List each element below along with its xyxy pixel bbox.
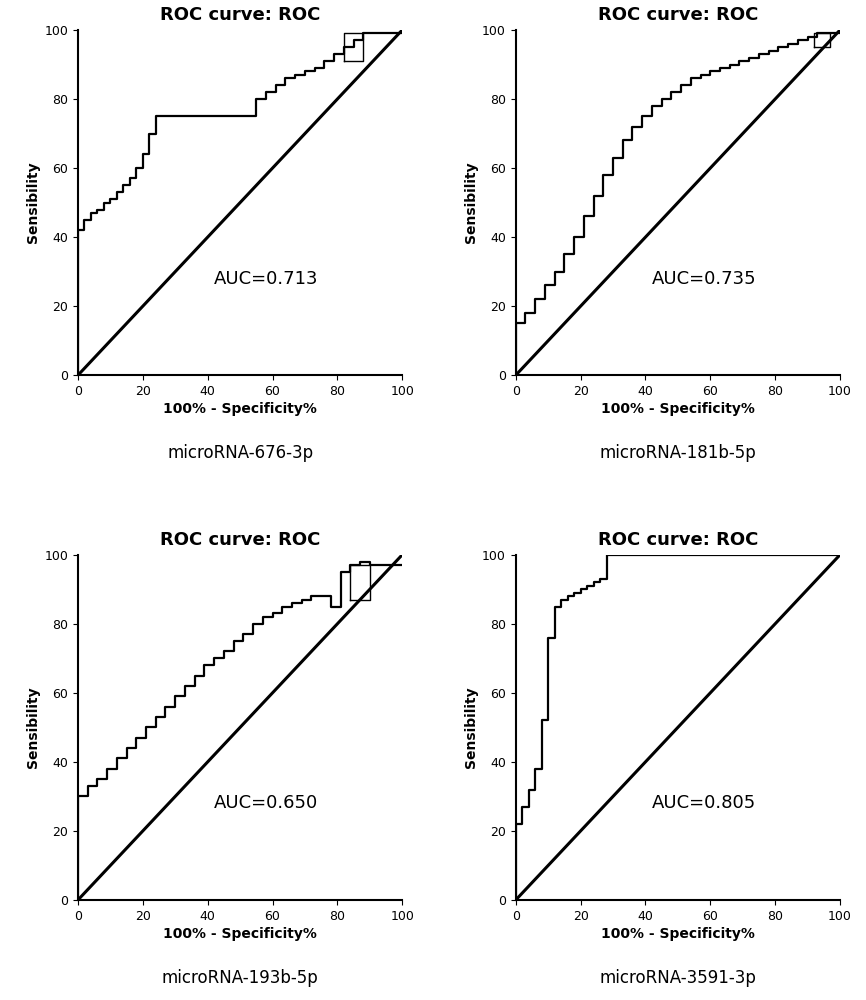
- Text: AUC=0.713: AUC=0.713: [214, 270, 319, 288]
- Y-axis label: Sensibility: Sensibility: [464, 687, 478, 768]
- Title: ROC curve: ROC: ROC curve: ROC: [598, 531, 758, 549]
- X-axis label: 100% - Specificity%: 100% - Specificity%: [163, 927, 317, 941]
- X-axis label: 100% - Specificity%: 100% - Specificity%: [163, 402, 317, 416]
- Text: microRNA-181b-5p: microRNA-181b-5p: [599, 444, 756, 462]
- Text: AUC=0.650: AUC=0.650: [214, 794, 318, 812]
- Text: microRNA-193b-5p: microRNA-193b-5p: [162, 969, 319, 987]
- X-axis label: 100% - Specificity%: 100% - Specificity%: [601, 402, 755, 416]
- Y-axis label: Sensibility: Sensibility: [26, 162, 40, 243]
- Title: ROC curve: ROC: ROC curve: ROC: [160, 531, 320, 549]
- Text: AUC=0.735: AUC=0.735: [651, 270, 756, 288]
- Text: microRNA-3591-3p: microRNA-3591-3p: [599, 969, 756, 987]
- Y-axis label: Sensibility: Sensibility: [464, 162, 478, 243]
- Title: ROC curve: ROC: ROC curve: ROC: [160, 6, 320, 24]
- Title: ROC curve: ROC: ROC curve: ROC: [598, 6, 758, 24]
- Y-axis label: Sensibility: Sensibility: [26, 687, 40, 768]
- Text: microRNA-676-3p: microRNA-676-3p: [167, 444, 313, 462]
- X-axis label: 100% - Specificity%: 100% - Specificity%: [601, 927, 755, 941]
- Text: AUC=0.805: AUC=0.805: [652, 794, 756, 812]
